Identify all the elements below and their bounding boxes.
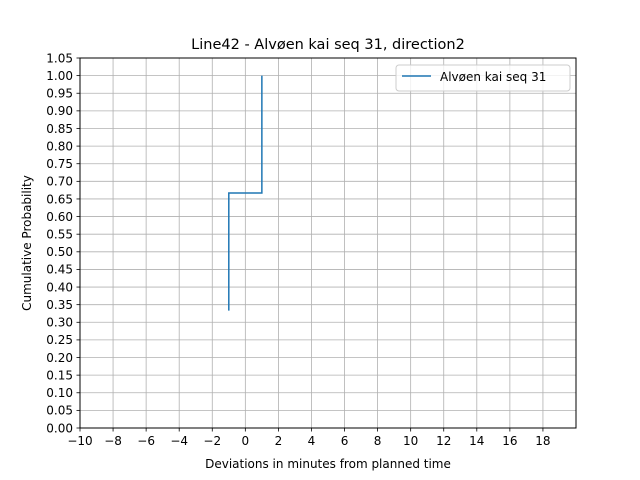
legend: Alvøen kai seq 31 bbox=[395, 64, 571, 92]
y-tick-label: 0.20 bbox=[46, 351, 73, 365]
x-tick-label: 14 bbox=[469, 434, 484, 448]
y-tick-label: 0.05 bbox=[46, 404, 73, 418]
y-tick-label: 0.85 bbox=[46, 122, 73, 136]
y-tick-label: 0.40 bbox=[46, 280, 73, 294]
x-tick-label: 0 bbox=[242, 434, 250, 448]
x-tick-label: −6 bbox=[137, 434, 155, 448]
x-tick-label: 12 bbox=[436, 434, 451, 448]
x-tick-label: −4 bbox=[170, 434, 188, 448]
x-tick-label: 16 bbox=[502, 434, 517, 448]
y-tick-label: 0.30 bbox=[46, 316, 73, 330]
y-tick-label: 0.80 bbox=[46, 139, 73, 153]
y-tick-label: 1.00 bbox=[46, 69, 73, 83]
x-tick-label: 4 bbox=[308, 434, 316, 448]
y-tick-label: 0.90 bbox=[46, 104, 73, 118]
y-tick-label: 0.95 bbox=[46, 87, 73, 101]
y-tick-label: 0.70 bbox=[46, 175, 73, 189]
x-tick-label: −8 bbox=[104, 434, 122, 448]
chart-title: Line42 - Alvøen kai seq 31, direction2 bbox=[191, 37, 465, 53]
x-tick-label: 10 bbox=[403, 434, 418, 448]
x-tick-label: 6 bbox=[341, 434, 349, 448]
x-tick-label: −2 bbox=[203, 434, 221, 448]
y-tick-label: 0.45 bbox=[46, 263, 73, 277]
y-tick-label: 0.55 bbox=[46, 227, 73, 241]
y-axis: 0.00 0.05 0.10 0.15 0.20 0.25 0.30 0.35 0.40 0.45… bbox=[46, 51, 80, 435]
y-axis-label: Cumulative Probability bbox=[20, 175, 34, 311]
y-tick-label: 1.05 bbox=[46, 51, 73, 65]
x-tick-label: −10 bbox=[67, 434, 92, 448]
y-tick-label: 0.50 bbox=[46, 245, 73, 259]
y-tick-label: 0.15 bbox=[46, 368, 73, 382]
y-tick-label: 0.75 bbox=[46, 157, 73, 171]
x-axis-label: Deviations in minutes from planned time bbox=[205, 457, 451, 471]
y-tick-label: 0.65 bbox=[46, 192, 73, 206]
y-tick-label: 0.00 bbox=[46, 421, 73, 435]
y-tick-label: 0.35 bbox=[46, 298, 73, 312]
y-tick-label: 0.25 bbox=[46, 333, 73, 347]
legend-box bbox=[395, 64, 571, 92]
y-tick-label: 0.60 bbox=[46, 210, 73, 224]
x-tick-label: 18 bbox=[535, 434, 550, 448]
x-axis: −10 −8 −6 −4 −2 0 2 4 6 8 10 12 14 16 18 bbox=[67, 428, 551, 448]
series-line bbox=[228, 75, 263, 311]
series-layer bbox=[228, 75, 263, 311]
legend-label: Alvøen kai seq 31 bbox=[440, 70, 546, 84]
x-tick-label: 8 bbox=[374, 434, 382, 448]
y-tick-label: 0.10 bbox=[46, 386, 73, 400]
plot-frame bbox=[79, 57, 577, 429]
x-tick-label: 2 bbox=[275, 434, 283, 448]
